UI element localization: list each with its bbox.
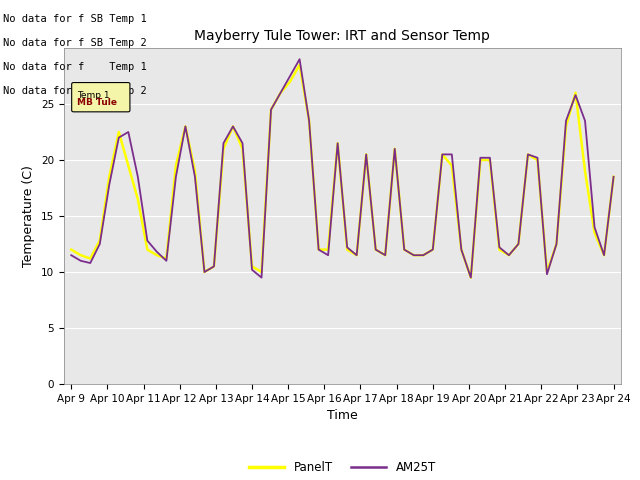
Y-axis label: Temperature (C): Temperature (C) — [22, 165, 35, 267]
Text: No data for f    Temp 1: No data for f Temp 1 — [3, 62, 147, 72]
Text: No data for f    Temp 2: No data for f Temp 2 — [3, 86, 147, 96]
X-axis label: Time: Time — [327, 409, 358, 422]
Text: No data for f SB Temp 2: No data for f SB Temp 2 — [3, 38, 147, 48]
Text: No data for f SB Temp 1: No data for f SB Temp 1 — [3, 14, 147, 24]
Text: Temp 1: Temp 1 — [77, 91, 110, 100]
Title: Mayberry Tule Tower: IRT and Sensor Temp: Mayberry Tule Tower: IRT and Sensor Temp — [195, 29, 490, 43]
Legend: PanelT, AM25T: PanelT, AM25T — [244, 456, 440, 479]
Text: MB Tule: MB Tule — [77, 97, 118, 107]
